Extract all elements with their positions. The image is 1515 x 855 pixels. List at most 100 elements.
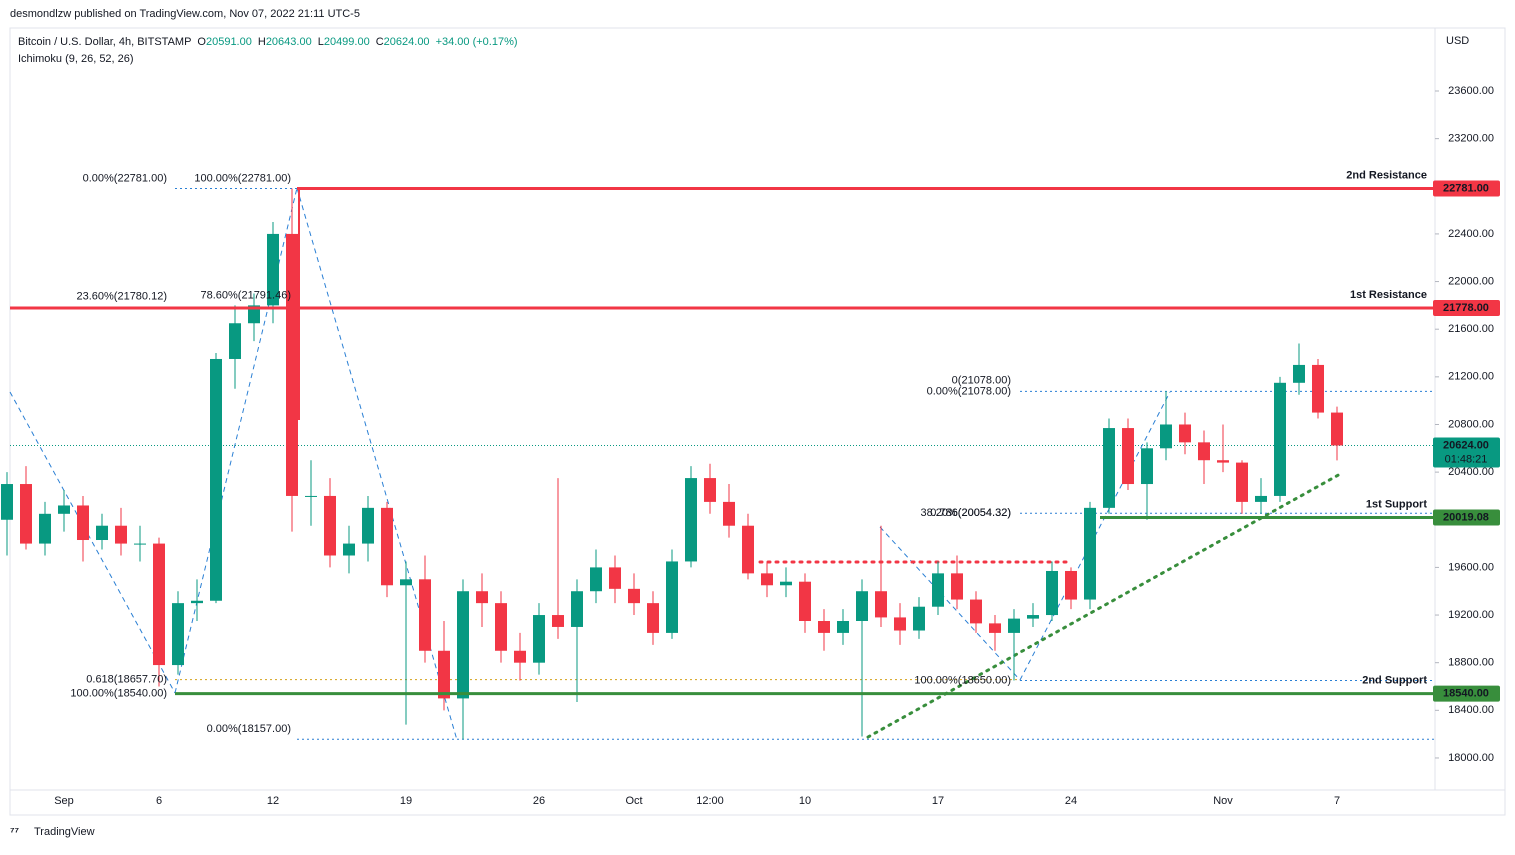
- y-tick-label: 18000.00: [1448, 752, 1494, 764]
- candle-body: [267, 233, 279, 306]
- y-tick-label: 18400.00: [1448, 704, 1494, 716]
- level-label: 22781.00: [1443, 182, 1489, 194]
- candle-body: [96, 525, 108, 541]
- x-tick-label: 12:00: [696, 795, 724, 807]
- trend-line: [9, 391, 176, 694]
- level-name: 1st Support: [1366, 498, 1427, 510]
- fib-label: 100.00%(18650.00): [914, 674, 1011, 686]
- candle-body: [1160, 424, 1172, 449]
- x-tick-label: 10: [799, 795, 811, 807]
- y-tick-label: 20400.00: [1448, 466, 1494, 478]
- ohlc: O20591.00 H20643.00 L20499.00 C20624.00: [197, 36, 429, 48]
- candle-body: [77, 505, 89, 541]
- candle-body: [39, 513, 51, 544]
- candle-body: [400, 579, 412, 586]
- candle-body: [894, 617, 906, 631]
- candle-body: [1141, 448, 1153, 485]
- candle-body: [761, 573, 773, 586]
- candle-body: [609, 567, 621, 589]
- ohlc-label: C: [376, 36, 384, 48]
- candle-body: [837, 620, 849, 633]
- candle-body: [552, 615, 564, 627]
- x-tick-label: 12: [267, 795, 279, 807]
- candle-body: [438, 650, 450, 699]
- y-tick-label: 23200.00: [1448, 133, 1494, 145]
- plot: [1, 188, 1435, 740]
- candle-body: [742, 525, 754, 574]
- fib-label: 100.00%(18540.00): [70, 688, 167, 700]
- level-label: 20019.08: [1443, 511, 1489, 523]
- footer: TradingView: [34, 826, 95, 838]
- y-tick-label: 21200.00: [1448, 371, 1494, 383]
- candle-body: [780, 581, 792, 586]
- candle-body: [704, 478, 716, 502]
- ohlc-value: 20624.00: [384, 36, 430, 48]
- level-label: 21778.00: [1443, 302, 1489, 314]
- y-tick-label: 18800.00: [1448, 657, 1494, 669]
- candle-body: [457, 591, 469, 699]
- ohlc-value: 20591.00: [206, 36, 252, 48]
- y-tick-label: 23600.00: [1448, 85, 1494, 97]
- logo: ⁷⁷: [10, 826, 20, 838]
- candle-body: [191, 600, 203, 604]
- candle-body: [913, 606, 925, 631]
- fib-label: 78.60%(21791.46): [200, 289, 291, 301]
- ohlc-label: O: [197, 36, 206, 48]
- fib-label: 0.00%(21078.00): [927, 385, 1011, 397]
- change: +34.00 (+0.17%): [436, 36, 518, 48]
- indicator: Ichimoku (9, 26, 52, 26): [18, 53, 134, 65]
- candle-body: [1103, 428, 1115, 508]
- candle-body: [1255, 495, 1267, 502]
- candle-body: [1312, 364, 1324, 413]
- candle-body: [875, 591, 887, 618]
- x-tick-label: 24: [1065, 795, 1077, 807]
- candle-body: [229, 323, 241, 359]
- candle-body: [647, 603, 659, 633]
- level-tag: [1433, 300, 1500, 317]
- fib-label: 0.00%(18157.00): [207, 723, 291, 735]
- candle-body: [970, 599, 982, 624]
- candle-body: [1, 484, 13, 520]
- ohlc-label: H: [258, 36, 266, 48]
- candle-body: [495, 603, 507, 651]
- level-name: 2nd Resistance: [1346, 169, 1427, 181]
- y-tick-label: 21600.00: [1448, 323, 1494, 335]
- level-name: 2nd Support: [1362, 675, 1427, 687]
- candle-body: [1236, 462, 1248, 502]
- candle-body: [666, 561, 678, 633]
- currency: USD: [1446, 35, 1469, 47]
- candle-body: [1274, 382, 1286, 496]
- fib-label: 38.20%(20054.32): [920, 507, 1011, 519]
- candle-body: [1084, 507, 1096, 600]
- x-tick-label: Sep: [54, 795, 74, 807]
- last-price-label: 20624.00: [1443, 439, 1489, 451]
- candle-body: [476, 591, 488, 604]
- fib-label: 0.786(20054.32): [930, 507, 1011, 519]
- candle-body: [856, 591, 868, 621]
- level-tag: [1433, 509, 1500, 526]
- trend-line: [296, 187, 458, 741]
- candle-body: [628, 588, 640, 604]
- candle-body: [989, 623, 1001, 633]
- level-label: 18540.00: [1443, 688, 1489, 700]
- candle-body: [1027, 615, 1039, 619]
- fib-label: 0(21078.00): [952, 374, 1011, 386]
- fib-label: 0.00%(22781.00): [83, 172, 167, 184]
- candle-body: [571, 591, 583, 627]
- candle-body: [1046, 570, 1058, 616]
- symbol: Bitcoin / U.S. Dollar, 4h, BITSTAMP: [18, 36, 191, 48]
- symbol-line: Bitcoin / U.S. Dollar, 4h, BITSTAMP O2059…: [18, 36, 518, 48]
- candle-body: [723, 501, 735, 526]
- candle-body: [20, 484, 32, 544]
- candle-body: [951, 573, 963, 600]
- x-tick-label: 19: [400, 795, 412, 807]
- candle-body: [58, 505, 70, 514]
- y-tick-label: 19200.00: [1448, 609, 1494, 621]
- candle-body: [1217, 460, 1229, 463]
- x-tick-label: Nov: [1213, 795, 1233, 807]
- candle-body: [685, 478, 697, 562]
- candle-body: [1293, 364, 1305, 383]
- candle-body: [533, 615, 545, 663]
- fib-label: 100.00%(22781.00): [194, 172, 291, 184]
